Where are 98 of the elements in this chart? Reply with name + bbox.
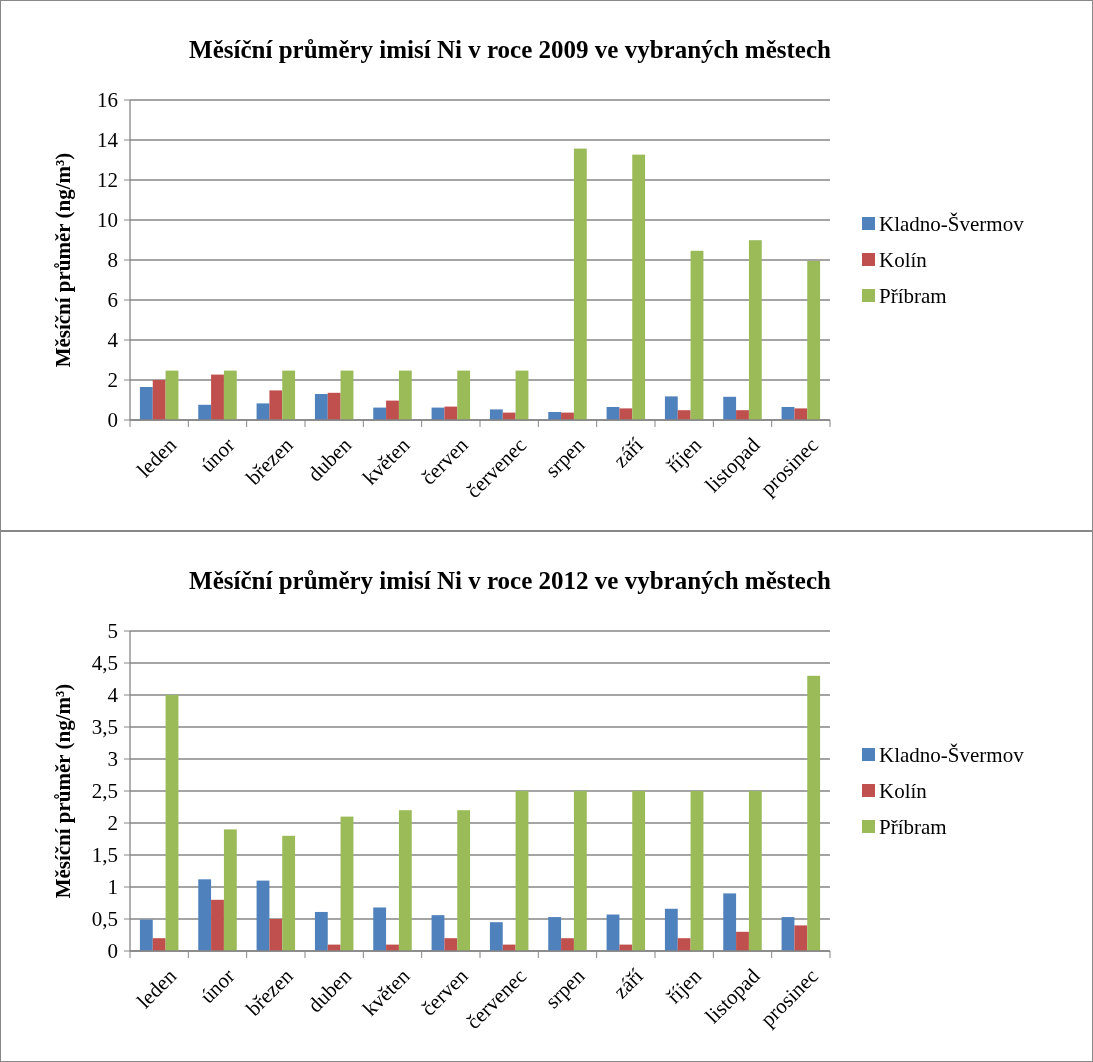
bar xyxy=(457,810,471,951)
bar xyxy=(398,810,412,951)
y-tick-label: 12 xyxy=(97,168,118,193)
bar xyxy=(677,410,691,420)
y-tick-label: 4,5 xyxy=(91,651,118,676)
bar xyxy=(807,675,821,951)
bar xyxy=(223,829,237,951)
bar xyxy=(139,919,153,951)
y-tick-label: 2 xyxy=(107,811,118,836)
y-tick-label: 1 xyxy=(107,875,118,900)
legend-label: Kolín xyxy=(879,779,928,804)
bar xyxy=(327,392,341,420)
bar xyxy=(211,899,224,951)
bar xyxy=(619,408,633,420)
bar xyxy=(736,410,749,420)
bar xyxy=(632,791,646,951)
chart-title: Měsíční průměry imisí Ni v roce 2009 ve vybraných městech xyxy=(189,36,831,63)
y-tick-label: 5 xyxy=(107,619,118,644)
bar xyxy=(223,370,237,420)
legend-label: Kladno-Švermov xyxy=(879,212,1025,237)
bar xyxy=(748,791,762,951)
bar xyxy=(736,931,749,951)
bar xyxy=(444,406,458,420)
y-tick-label: 4 xyxy=(107,683,119,708)
x-tick-label: říjen xyxy=(661,963,707,1009)
bar xyxy=(269,390,283,420)
y-tick-label: 0,5 xyxy=(91,907,118,932)
bar xyxy=(152,380,166,420)
bar xyxy=(489,409,503,420)
bar xyxy=(677,938,691,951)
bar xyxy=(794,925,808,951)
x-tick-label: únor xyxy=(195,432,240,478)
legend-label: Příbram xyxy=(879,284,947,309)
bar xyxy=(548,917,562,951)
bar xyxy=(165,695,179,951)
bar xyxy=(489,922,503,951)
legend-label: Kolín xyxy=(879,248,928,273)
bar xyxy=(444,938,458,951)
bar xyxy=(807,261,821,420)
bar xyxy=(690,791,704,951)
bar xyxy=(794,408,808,420)
bar xyxy=(632,154,646,420)
y-tick-label: 3,5 xyxy=(91,715,118,740)
bar xyxy=(282,835,296,951)
y-axis-title: Měsíční průměr (ng/m³) xyxy=(51,683,75,899)
x-tick-label: říjen xyxy=(661,432,707,478)
bar xyxy=(781,917,795,951)
bar xyxy=(723,893,737,951)
bar xyxy=(152,938,166,951)
y-tick-label: 4 xyxy=(107,328,119,353)
bar xyxy=(373,907,387,951)
bar xyxy=(664,908,678,951)
y-tick-label: 2,5 xyxy=(91,779,118,804)
bar xyxy=(198,879,212,951)
bar xyxy=(373,407,387,420)
bar xyxy=(314,911,328,951)
bar xyxy=(398,370,412,420)
x-tick-label: září xyxy=(608,963,648,1004)
bar xyxy=(386,400,399,420)
y-tick-label: 3 xyxy=(107,747,118,772)
bar xyxy=(340,370,354,420)
bar xyxy=(664,396,678,420)
y-tick-label: 14 xyxy=(97,128,119,153)
chart-title: Měsíční průměry imisí Ni v roce 2012 ve vybraných městech xyxy=(189,567,831,594)
bar xyxy=(690,250,704,420)
y-tick-label: 1,5 xyxy=(91,843,118,868)
bar xyxy=(431,915,445,951)
legend-label: Příbram xyxy=(879,815,947,840)
bar xyxy=(165,370,179,420)
bar xyxy=(723,396,737,420)
y-tick-label: 2 xyxy=(107,368,118,393)
legend-label: Kladno-Švermov xyxy=(879,743,1025,768)
y-axis-title: Měsíční průměr (ng/m³) xyxy=(51,152,75,368)
bar xyxy=(606,914,620,951)
bar xyxy=(198,404,212,420)
y-tick-label: 0 xyxy=(107,939,118,964)
bar xyxy=(561,938,574,951)
y-tick-label: 6 xyxy=(107,288,118,313)
bar xyxy=(256,403,270,420)
bar xyxy=(282,370,296,420)
bar xyxy=(340,816,354,951)
y-tick-label: 8 xyxy=(107,248,118,273)
y-tick-label: 10 xyxy=(97,208,118,233)
bar xyxy=(211,374,224,420)
bar xyxy=(515,370,529,420)
y-tick-label: 16 xyxy=(97,88,118,113)
bar xyxy=(573,791,587,951)
bar xyxy=(269,919,283,951)
bar xyxy=(748,240,762,420)
x-tick-label: únor xyxy=(195,963,240,1009)
bar xyxy=(515,791,529,951)
x-tick-label: září xyxy=(608,432,648,473)
bar xyxy=(256,880,270,951)
bar xyxy=(314,394,328,420)
bar xyxy=(139,387,153,420)
bar xyxy=(457,370,471,420)
y-tick-label: 0 xyxy=(107,408,118,433)
bar xyxy=(573,148,587,420)
